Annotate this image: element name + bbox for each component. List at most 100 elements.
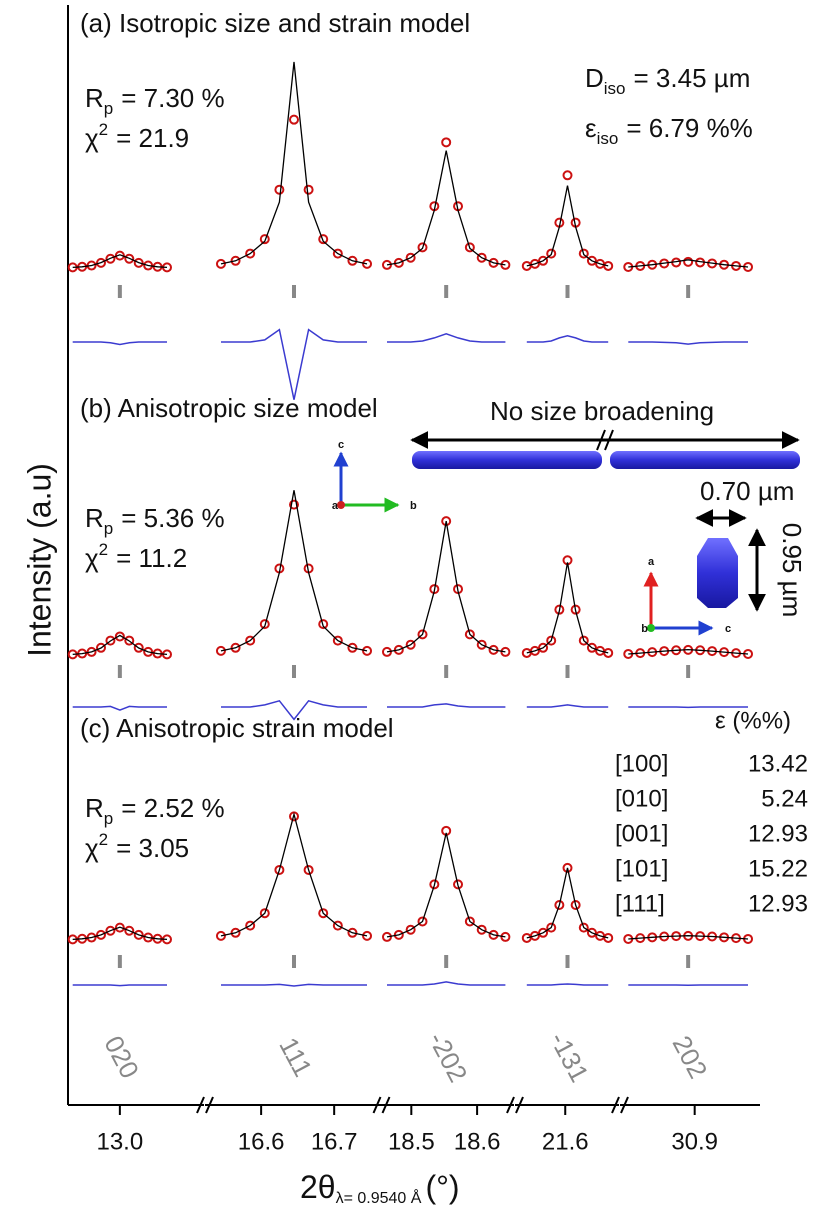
reflection-label: 202 <box>667 1031 714 1083</box>
symbol: χ <box>85 833 99 863</box>
value: = 5.36 % <box>121 503 224 533</box>
size-illustration: No size broadening 0.70 µm 0.95 µm c b a… <box>332 396 807 636</box>
axis-origin <box>337 501 345 509</box>
observed-point <box>538 642 549 653</box>
observed-point <box>570 604 581 615</box>
observed-point <box>586 927 597 938</box>
calculated-curve <box>220 490 368 652</box>
observed-point <box>96 642 106 653</box>
calculated-curve <box>386 832 506 938</box>
length-label: 0.95 µm <box>777 523 807 617</box>
observed-point <box>318 908 329 919</box>
observed-point <box>546 248 557 259</box>
panel-title: (c) Anisotropic strain model <box>80 713 394 743</box>
stat-label: εiso = 6.79 %% <box>585 113 753 148</box>
difference-curve <box>628 341 748 345</box>
x-tick-label: 13.0 <box>96 1128 143 1155</box>
observed-point <box>114 631 125 642</box>
calculated-curve <box>72 634 168 656</box>
observed-point <box>274 184 285 195</box>
reflection-label: 020 <box>98 1031 145 1083</box>
observed-point <box>230 255 241 266</box>
observed-point <box>114 922 125 933</box>
observed-point <box>570 899 581 910</box>
observed-point <box>362 258 373 269</box>
observed-point <box>133 257 144 268</box>
stat-label: Rp = 2.52 % <box>85 793 225 828</box>
axis-label: b <box>410 500 417 512</box>
value: = 7.30 % <box>121 83 224 113</box>
observed-point <box>500 646 511 657</box>
observed-point <box>586 642 597 653</box>
symbol: R <box>85 793 104 823</box>
y-axis-label: Intensity (a.u) <box>21 463 57 657</box>
observed-point <box>347 642 358 653</box>
difference-curve <box>387 333 506 343</box>
observed-point <box>381 931 392 942</box>
observed-point <box>393 644 404 655</box>
observed-point <box>476 639 487 650</box>
subscript: iso <box>597 129 619 148</box>
observed-point <box>124 635 135 646</box>
observed-point <box>683 256 694 267</box>
difference-curve <box>387 703 506 708</box>
observed-point <box>215 930 226 941</box>
calculated-curve <box>526 867 609 939</box>
symbol: χ <box>85 543 99 573</box>
crystal <box>697 538 738 608</box>
x-tick-label: 16.7 <box>311 1128 358 1155</box>
observed-point <box>488 257 499 268</box>
subscript: p <box>104 99 113 118</box>
observed-point <box>500 259 511 270</box>
table-cell: 13.42 <box>748 750 808 777</box>
observed-point <box>578 248 589 259</box>
observed-point <box>347 927 358 938</box>
table-cell: [100] <box>615 750 668 777</box>
axis-label: c <box>338 439 344 451</box>
difference-curve <box>72 984 167 987</box>
value: = 3.45 µm <box>634 63 751 93</box>
observed-point <box>381 259 392 270</box>
observed-point <box>417 242 428 253</box>
observed-point <box>578 635 589 646</box>
observed-point <box>230 927 241 938</box>
observed-point <box>554 604 565 615</box>
stat-label: Diso = 3.45 µm <box>585 63 750 98</box>
x-axis-unit: (°) <box>425 1169 459 1205</box>
observed-point <box>332 635 343 646</box>
observed-point <box>500 931 511 942</box>
observed-point <box>603 260 614 271</box>
observed-point <box>405 924 416 935</box>
symbol: χ <box>85 123 99 153</box>
x-tick-label: 18.6 <box>454 1128 501 1155</box>
observed-point <box>96 929 106 940</box>
rod <box>610 451 800 469</box>
observed-point <box>362 930 373 941</box>
subscript: p <box>104 519 113 538</box>
stat-label: χ2 = 11.2 <box>85 540 187 573</box>
observed-point <box>381 646 392 657</box>
observed-point <box>86 646 97 657</box>
observed-point <box>133 642 144 653</box>
difference-curve <box>526 704 609 708</box>
stat-label: χ2 = 3.05 <box>85 830 189 863</box>
reflection-label: -131 <box>544 1027 595 1087</box>
calculated-curve <box>628 259 749 268</box>
difference-curve <box>221 983 367 987</box>
difference-curve <box>526 335 609 343</box>
rod-label: No size broadening <box>490 396 714 426</box>
table-cell: [111] <box>615 890 665 917</box>
axis-label: a <box>648 556 655 568</box>
value: = 3.05 <box>116 833 189 863</box>
observed-point <box>464 629 475 640</box>
axis-label: b <box>641 623 648 635</box>
observed-point <box>303 864 314 875</box>
width-label: 0.70 µm <box>700 476 794 506</box>
observed-point <box>215 258 226 269</box>
value: = 11.2 <box>116 543 187 573</box>
symbol: R <box>85 503 104 533</box>
observed-point <box>586 255 597 266</box>
reflection-label: -202 <box>423 1027 474 1087</box>
observed-point <box>289 499 299 510</box>
observed-point <box>562 170 573 181</box>
